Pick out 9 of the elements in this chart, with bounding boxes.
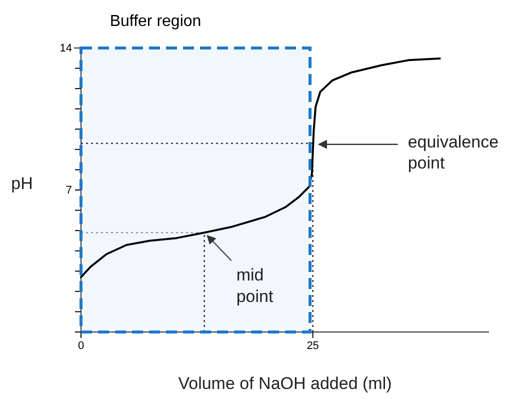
annotation: equivalence point (408, 132, 499, 173)
y-tick-label: 14 (60, 42, 72, 55)
y-axis-title: pH (11, 174, 33, 193)
band-label: Buffer region (110, 13, 202, 30)
x-tick-label: 25 (306, 340, 319, 352)
x-axis-title: Volume of NaOH added (ml) (178, 374, 392, 393)
x-tick-label: 0 (78, 340, 84, 352)
annotation: mid point (236, 266, 274, 306)
y-tick-label: 7 (66, 184, 72, 197)
